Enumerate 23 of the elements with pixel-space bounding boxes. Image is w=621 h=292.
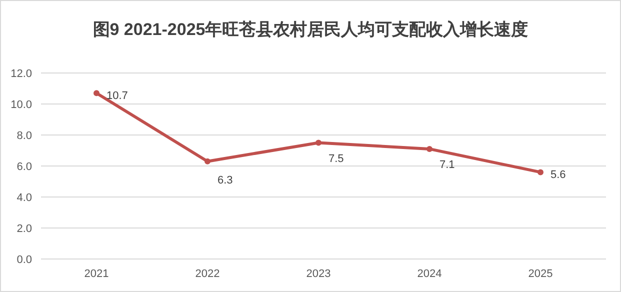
y-tick-label: 6.0 — [16, 161, 32, 173]
x-tick-label: 2025 — [528, 268, 553, 280]
point — [426, 146, 432, 152]
data-label: 5.6 — [550, 169, 566, 182]
y-tick-label: 4.0 — [16, 192, 32, 204]
y-tick-label: 8.0 — [16, 130, 32, 142]
x-tick-label: 2021 — [84, 268, 109, 280]
x-tick-label: 2022 — [195, 268, 220, 280]
y-tick-label: 12.0 — [10, 68, 32, 80]
chart-title: 图9 2021-2025年旺苍县农村居民人均可支配收入增长速度 — [92, 20, 528, 39]
x-tick-label: 2023 — [306, 268, 331, 280]
data-label: 6.3 — [218, 174, 233, 186]
data-label: 10.7 — [106, 90, 128, 102]
y-tick-label: 10.0 — [10, 99, 32, 111]
point — [204, 158, 210, 164]
y-tick-label: 0.0 — [16, 254, 32, 266]
x-tick-label: 2024 — [417, 268, 442, 280]
point — [316, 140, 322, 146]
data-label: 7.5 — [328, 152, 344, 165]
y-tick-label: 2.0 — [16, 223, 32, 235]
point — [538, 169, 544, 176]
point — [94, 90, 100, 96]
data-label: 7.1 — [440, 158, 455, 171]
